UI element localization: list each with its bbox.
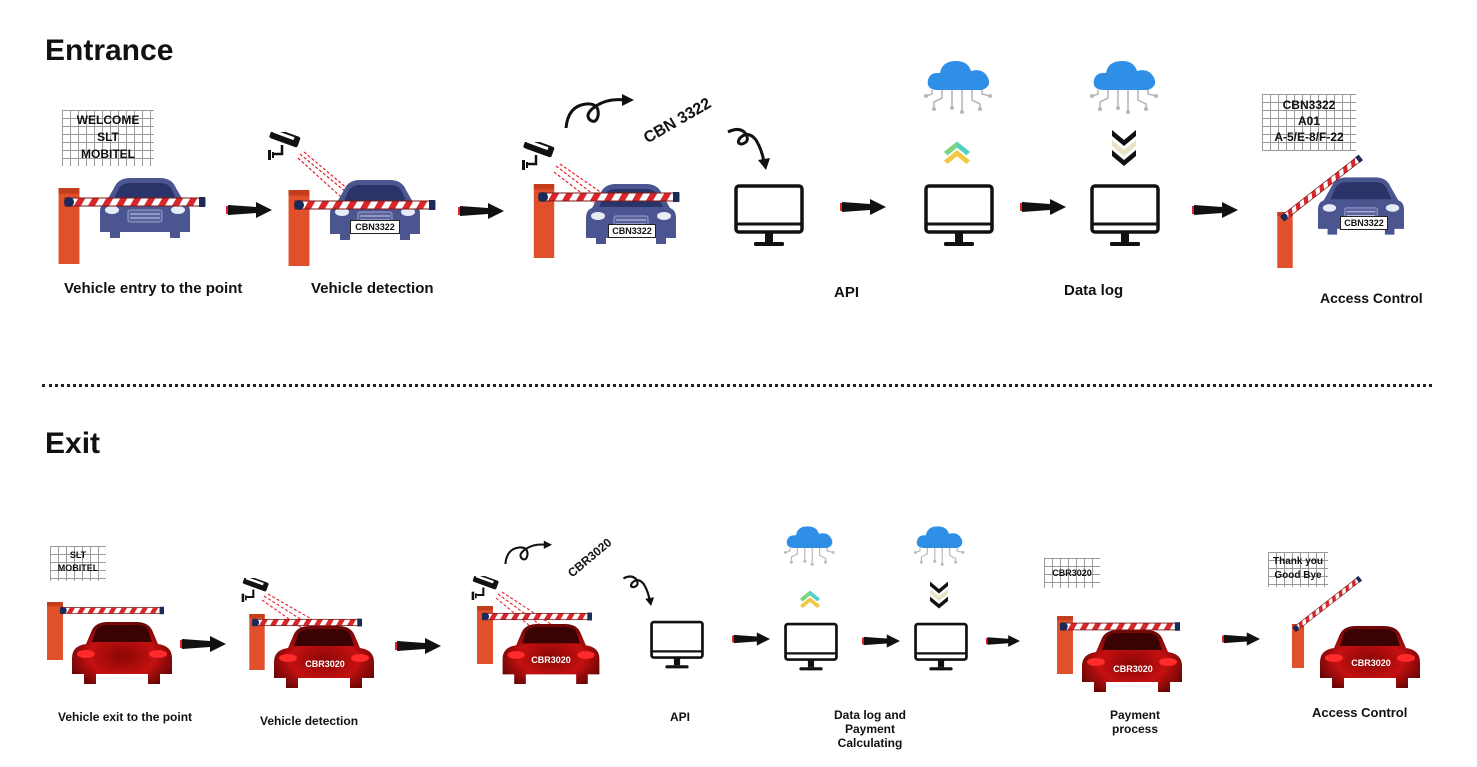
brand-sign: SLT MOBITEL (50, 546, 106, 581)
license-plate: CBN3322 (350, 220, 400, 234)
cloud-icon (914, 522, 966, 568)
label-line: Payment (844, 722, 896, 736)
welcome-sign: WELCOME SLT MOBITEL (62, 110, 154, 166)
cloud-icon (784, 522, 836, 568)
label-data-log: Data log (1064, 282, 1124, 299)
flow-arrow-icon (862, 634, 900, 648)
access-sign-line: CBN3322 (1282, 98, 1336, 112)
blue-car-icon (100, 178, 190, 238)
flow-arrow-icon (458, 203, 504, 219)
goodbye-sign: Thank you Good Bye (1268, 552, 1328, 587)
red-car-icon (72, 622, 172, 684)
monitor-icon (924, 184, 994, 250)
label-api: API (834, 284, 860, 301)
monitor-icon (914, 622, 968, 674)
barrier-boom-icon (1060, 622, 1180, 631)
flow-arrow-icon (1192, 202, 1238, 218)
brand-sign-line: SLT (69, 550, 87, 560)
welcome-sign-line: WELCOME (76, 113, 140, 127)
download-chevron-icon (1112, 130, 1136, 166)
flow-arrow-icon (1020, 199, 1066, 215)
red-car-icon (502, 624, 600, 684)
license-plate: CBR3020 (1351, 658, 1391, 668)
welcome-sign-line: MOBITEL (81, 147, 135, 161)
cctv-camera-icon (520, 142, 556, 174)
barrier-boom-icon (64, 197, 206, 207)
curly-down-arrow-icon (622, 574, 654, 606)
label-access-control-exit: Access Control (1312, 705, 1408, 720)
upload-chevron-icon (800, 588, 820, 608)
red-car-icon (1320, 626, 1420, 688)
license-plate: CBN3322 (1340, 216, 1388, 230)
red-car-icon (1082, 630, 1182, 692)
label-line: process (1111, 722, 1159, 736)
monitor-icon (650, 620, 704, 672)
access-sign-line: A01 (1297, 114, 1320, 128)
label-line: Calculating (837, 736, 903, 750)
flow-arrow-icon (395, 638, 441, 654)
curly-arrow-icon (504, 540, 552, 566)
label-vehicle-detection: Vehicle detection (311, 280, 434, 297)
barrier-boom-icon (538, 192, 680, 202)
license-plate: CBR3020 (1113, 664, 1153, 674)
red-car-icon (274, 626, 374, 688)
license-plate: CBR3020 (531, 655, 571, 665)
payment-plate-sign: CBR3020 (1044, 558, 1100, 588)
flow-arrow-icon (1222, 632, 1260, 646)
recognized-plate-text: CBN 3322 (641, 95, 715, 148)
barrier-boom-icon (482, 612, 592, 621)
monitor-icon (1090, 184, 1160, 250)
monitor-icon (784, 622, 838, 674)
label-vehicle-detection-exit: Vehicle detection (260, 714, 359, 728)
label-access-control: Access Control (1320, 290, 1423, 306)
exit-title: Exit (45, 427, 101, 460)
goodbye-sign-line: Good Bye (1274, 570, 1322, 581)
flow-arrow-icon (180, 636, 226, 652)
cloud-icon (924, 56, 994, 116)
label-line: Data log and (833, 708, 906, 722)
curly-down-arrow-icon (726, 126, 770, 170)
flow-arrow-icon (986, 634, 1020, 648)
flow-arrow-icon (840, 199, 886, 215)
recognized-plate-text-exit: CBR3020 (565, 535, 615, 580)
entrance-title: Entrance (45, 34, 174, 67)
barrier-boom-icon (294, 200, 436, 210)
upload-chevron-icon (944, 138, 970, 164)
label-api-exit: API (670, 710, 691, 724)
label-vehicle-exit: Vehicle exit to the point (58, 710, 193, 724)
label-payment-process: Payment process (1100, 708, 1170, 736)
monitor-icon (734, 184, 804, 250)
access-info-sign: CBN3322 A01 A-5/E-8/F-22 (1262, 94, 1356, 151)
label-data-log-payment: Data log and Payment Calculating (832, 708, 908, 750)
access-sign-line: A-5/E-8/F-22 (1274, 130, 1344, 144)
section-divider (42, 384, 1432, 387)
goodbye-sign-line: Thank you (1272, 556, 1323, 567)
flow-arrow-icon (732, 632, 770, 646)
curly-arrow-icon (564, 94, 634, 130)
license-plate: CBN3322 (608, 224, 656, 238)
flow-arrow-icon (226, 202, 272, 218)
label-line: Payment (1109, 708, 1161, 722)
barrier-boom-icon (60, 606, 164, 615)
cloud-icon (1090, 56, 1160, 116)
brand-sign-line: MOBITEL (57, 563, 99, 573)
welcome-sign-line: SLT (97, 130, 119, 144)
download-chevron-icon (930, 580, 948, 610)
label-vehicle-entry: Vehicle entry to the point (64, 280, 243, 297)
barrier-boom-icon (252, 618, 362, 627)
license-plate: CBR3020 (305, 659, 345, 669)
